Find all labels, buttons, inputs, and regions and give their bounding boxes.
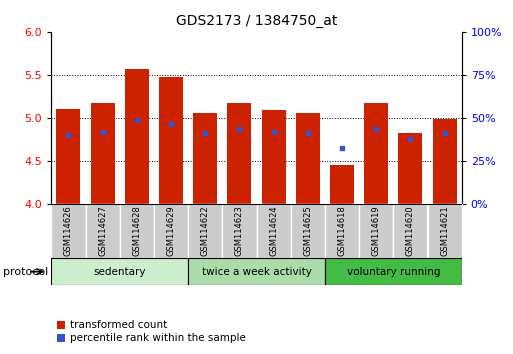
Text: sedentary: sedentary	[93, 267, 146, 277]
Text: GSM114624: GSM114624	[269, 206, 278, 256]
Title: GDS2173 / 1384750_at: GDS2173 / 1384750_at	[176, 14, 337, 28]
Bar	[51, 258, 188, 285]
Bar	[256, 204, 291, 258]
Bar	[188, 204, 222, 258]
Bar	[359, 204, 393, 258]
Bar	[125, 69, 149, 204]
Bar	[193, 113, 217, 204]
Bar	[291, 204, 325, 258]
Text: GSM114621: GSM114621	[440, 206, 449, 256]
Text: GSM114619: GSM114619	[372, 206, 381, 256]
Bar	[120, 204, 154, 258]
Bar	[188, 258, 325, 285]
Bar	[432, 119, 457, 204]
Bar	[330, 165, 354, 204]
Text: GSM114622: GSM114622	[201, 206, 210, 256]
Bar	[364, 103, 388, 204]
Legend: transformed count, percentile rank within the sample: transformed count, percentile rank withi…	[56, 320, 246, 343]
Bar	[325, 204, 359, 258]
Bar	[325, 258, 462, 285]
Bar	[91, 103, 114, 204]
Text: GSM114620: GSM114620	[406, 206, 415, 256]
Bar	[159, 78, 183, 204]
Text: voluntary running: voluntary running	[347, 267, 440, 277]
Text: GSM114628: GSM114628	[132, 206, 141, 256]
Bar	[227, 103, 251, 204]
Bar	[154, 204, 188, 258]
Text: GSM114618: GSM114618	[338, 206, 346, 256]
Bar	[393, 204, 427, 258]
Bar	[399, 133, 422, 204]
Bar	[222, 204, 256, 258]
Text: protocol: protocol	[3, 267, 48, 277]
Bar	[262, 110, 286, 204]
Bar	[86, 204, 120, 258]
Bar	[51, 204, 86, 258]
Text: GSM114623: GSM114623	[235, 206, 244, 256]
Bar	[427, 204, 462, 258]
Text: GSM114629: GSM114629	[167, 206, 175, 256]
Text: twice a week activity: twice a week activity	[202, 267, 311, 277]
Bar	[296, 113, 320, 204]
Text: GSM114625: GSM114625	[303, 206, 312, 256]
Text: GSM114626: GSM114626	[64, 206, 73, 256]
Text: GSM114627: GSM114627	[98, 206, 107, 256]
Bar	[56, 109, 81, 204]
